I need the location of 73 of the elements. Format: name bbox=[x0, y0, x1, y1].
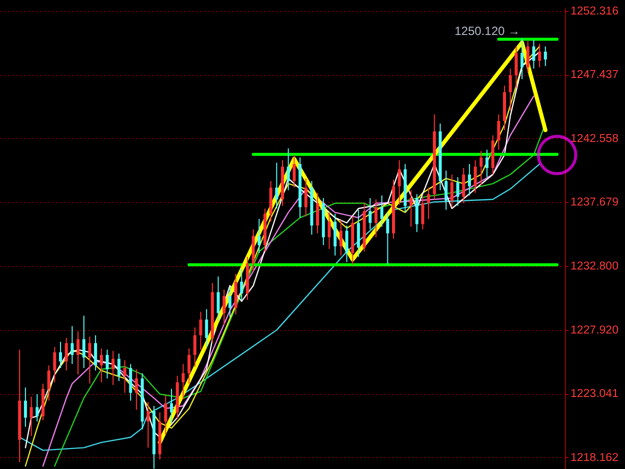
candlestick bbox=[538, 43, 542, 68]
candlestick bbox=[456, 176, 460, 206]
y-tick-label: 1242.558 bbox=[570, 132, 618, 145]
y-tick-label: 1227.920 bbox=[570, 324, 618, 336]
candlestick bbox=[450, 174, 454, 208]
candlestick bbox=[526, 40, 530, 74]
candlestick bbox=[508, 68, 512, 111]
candlestick bbox=[216, 276, 220, 322]
candlestick bbox=[380, 194, 384, 228]
line-series bbox=[19, 163, 540, 451]
y-tick-label: 1237.679 bbox=[570, 196, 618, 209]
candlestick bbox=[421, 196, 424, 230]
candlestick bbox=[199, 311, 202, 350]
candlestick bbox=[100, 348, 103, 383]
candlestick bbox=[47, 364, 50, 402]
candlestick bbox=[258, 218, 261, 254]
candlestick bbox=[88, 336, 92, 384]
candlestick bbox=[193, 326, 196, 368]
candlestick bbox=[275, 162, 278, 210]
candlestick bbox=[398, 160, 401, 206]
y-tick-label: 1218.162 bbox=[570, 452, 618, 464]
candlestick bbox=[182, 364, 185, 400]
candlestick bbox=[410, 190, 413, 228]
y-tick-label: 1232.800 bbox=[570, 260, 618, 273]
candlestick bbox=[316, 192, 320, 234]
candlestick bbox=[427, 187, 430, 220]
candlestick bbox=[544, 46, 547, 67]
candlestick bbox=[386, 212, 390, 266]
candlestick bbox=[374, 198, 378, 238]
candlestick bbox=[514, 46, 518, 89]
candlestick bbox=[485, 149, 488, 178]
annotation: 1250.120 → bbox=[454, 24, 520, 38]
candlestick bbox=[286, 148, 290, 191]
candlestick bbox=[304, 178, 308, 217]
candlestick bbox=[480, 150, 483, 186]
candlestick bbox=[339, 220, 342, 256]
candlestick bbox=[520, 38, 524, 80]
candlestick bbox=[240, 268, 244, 300]
candlestick bbox=[205, 308, 208, 348]
candlestick bbox=[82, 315, 86, 368]
candlestick bbox=[474, 160, 477, 194]
candlestick bbox=[76, 330, 80, 375]
candlestick bbox=[368, 198, 372, 230]
candlestick bbox=[53, 346, 56, 383]
candlestick bbox=[228, 286, 232, 318]
candlestick bbox=[123, 360, 126, 394]
candlestick bbox=[444, 170, 448, 210]
candlestick bbox=[70, 326, 74, 365]
candlestick bbox=[222, 289, 226, 326]
candlestick bbox=[36, 394, 39, 422]
candlestick bbox=[468, 164, 471, 196]
candlestick bbox=[94, 334, 98, 372]
candlestick bbox=[345, 224, 348, 263]
y-tick-label: 1247.437 bbox=[570, 69, 618, 82]
candlestick bbox=[497, 114, 500, 150]
y-tick-label: 1223.041 bbox=[570, 388, 618, 400]
candlestick bbox=[532, 39, 536, 70]
candlestick bbox=[30, 396, 33, 436]
candlestick bbox=[59, 341, 62, 368]
y-tick-label: 1252.316 bbox=[570, 5, 618, 18]
candlestick bbox=[462, 167, 466, 204]
candlestick bbox=[64, 337, 68, 372]
candlestick bbox=[164, 394, 168, 436]
candlestick bbox=[134, 368, 138, 410]
candlestick bbox=[292, 154, 296, 188]
candlestick bbox=[112, 350, 115, 386]
candlestick bbox=[146, 401, 150, 448]
candlestick bbox=[188, 348, 191, 384]
candlestick bbox=[328, 212, 331, 250]
candlestick bbox=[117, 353, 120, 382]
candlestick bbox=[106, 349, 109, 379]
candlestick bbox=[24, 387, 27, 428]
candlestick bbox=[170, 388, 173, 424]
